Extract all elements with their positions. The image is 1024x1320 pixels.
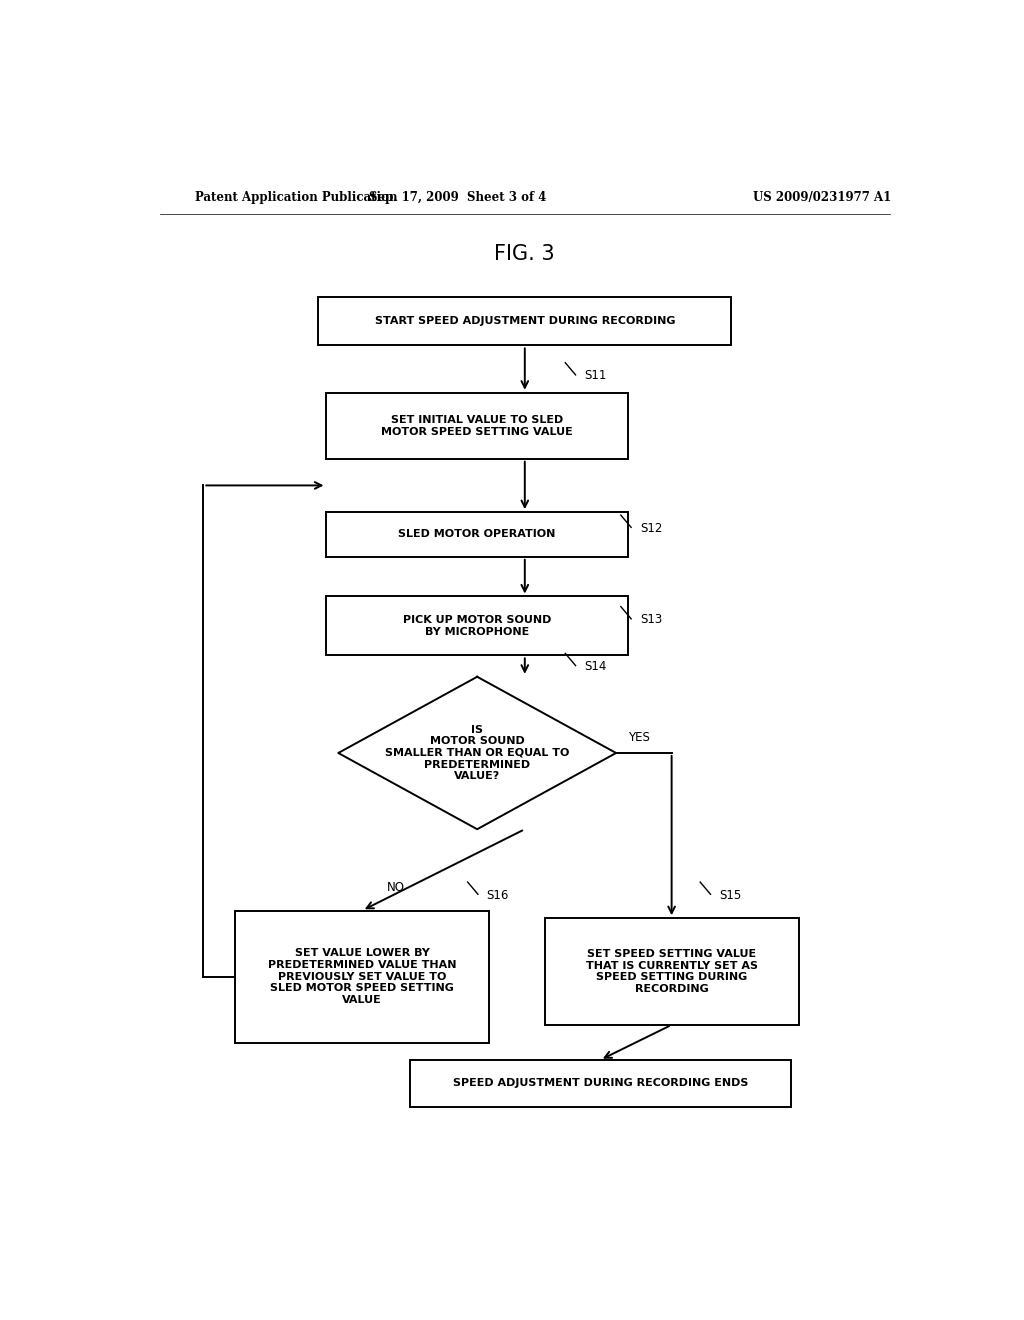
Text: S13: S13	[640, 614, 663, 627]
Text: SET SPEED SETTING VALUE
THAT IS CURRENTLY SET AS
SPEED SETTING DURING
RECORDING: SET SPEED SETTING VALUE THAT IS CURRENTL…	[586, 949, 758, 994]
Text: S12: S12	[640, 521, 663, 535]
Text: START SPEED ADJUSTMENT DURING RECORDING: START SPEED ADJUSTMENT DURING RECORDING	[375, 315, 675, 326]
FancyBboxPatch shape	[327, 512, 628, 557]
Text: NO: NO	[387, 880, 404, 894]
Text: IS
MOTOR SOUND
SMALLER THAN OR EQUAL TO
PREDETERMINED
VALUE?: IS MOTOR SOUND SMALLER THAN OR EQUAL TO …	[385, 725, 569, 781]
FancyBboxPatch shape	[327, 597, 628, 656]
Text: S14: S14	[585, 660, 606, 673]
Text: SET VALUE LOWER BY
PREDETERMINED VALUE THAN
PREVIOUSLY SET VALUE TO
SLED MOTOR S: SET VALUE LOWER BY PREDETERMINED VALUE T…	[268, 948, 457, 1005]
Text: S15: S15	[719, 888, 741, 902]
Text: US 2009/0231977 A1: US 2009/0231977 A1	[754, 190, 892, 203]
Text: SPEED ADJUSTMENT DURING RECORDING ENDS: SPEED ADJUSTMENT DURING RECORDING ENDS	[453, 1078, 748, 1088]
Polygon shape	[338, 677, 616, 829]
FancyBboxPatch shape	[318, 297, 731, 346]
FancyBboxPatch shape	[410, 1060, 791, 1106]
Text: PICK UP MOTOR SOUND
BY MICROPHONE: PICK UP MOTOR SOUND BY MICROPHONE	[403, 615, 551, 636]
Text: SET INITIAL VALUE TO SLED
MOTOR SPEED SETTING VALUE: SET INITIAL VALUE TO SLED MOTOR SPEED SE…	[381, 414, 573, 437]
FancyBboxPatch shape	[236, 911, 489, 1043]
FancyBboxPatch shape	[327, 392, 628, 459]
Text: Sep. 17, 2009  Sheet 3 of 4: Sep. 17, 2009 Sheet 3 of 4	[369, 190, 546, 203]
Text: FIG. 3: FIG. 3	[495, 244, 555, 264]
Text: SLED MOTOR OPERATION: SLED MOTOR OPERATION	[398, 529, 556, 540]
Text: YES: YES	[628, 731, 650, 744]
Text: S16: S16	[486, 888, 509, 902]
Text: Patent Application Publication: Patent Application Publication	[196, 190, 398, 203]
Text: S11: S11	[585, 370, 606, 383]
FancyBboxPatch shape	[545, 919, 799, 1024]
